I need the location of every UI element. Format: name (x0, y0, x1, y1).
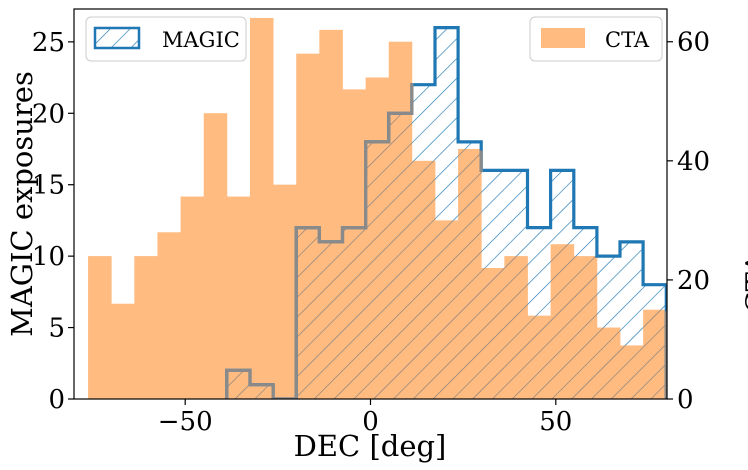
legend-cta-label: CTA (605, 28, 650, 52)
left-axis-ticks: 0 5 10 15 20 25 (32, 28, 74, 415)
legend-magic-label: MAGIC (162, 28, 240, 52)
cta-bar (180, 196, 205, 399)
x-tick-label: 0 (362, 407, 379, 437)
magic-bar-hatch (434, 220, 459, 399)
legend-cta-swatch (541, 28, 585, 48)
x-axis-label: DEC [deg] (294, 429, 447, 463)
magic-bar-hatch (458, 141, 482, 149)
magic-bar-hatch (643, 284, 667, 310)
magic-bar-hatch (527, 315, 551, 399)
x-tick-label: 50 (539, 407, 572, 437)
right-axis-ticks: 0 20 40 60 (667, 28, 710, 415)
magic-bar-hatch (481, 268, 505, 399)
right-y-tick-label: 0 (677, 385, 694, 415)
magic-bar-hatch (550, 244, 574, 399)
magic-bar-hatch (458, 148, 482, 399)
magic-bar-hatch (527, 227, 551, 316)
cta-bar (88, 256, 112, 399)
magic-bar-hatch (573, 227, 597, 257)
cta-bar (157, 232, 181, 399)
right-y-tick-label: 20 (677, 266, 710, 296)
left-y-axis-label: MAGIC exposures (5, 71, 39, 337)
magic-bar-hatch (411, 84, 435, 161)
magic-bar-hatch (226, 370, 250, 399)
magic-bar-hatch (388, 113, 412, 399)
magic-bar-hatch (573, 256, 597, 399)
left-y-tick-label: 15 (32, 171, 65, 201)
left-y-tick-label: 0 (48, 385, 65, 415)
magic-bar-hatch (643, 309, 667, 399)
magic-bar-hatch (365, 141, 389, 399)
magic-bar-hatch (550, 170, 574, 245)
magic-bar-hatch (434, 27, 459, 221)
left-y-tick-label: 10 (32, 242, 65, 272)
left-y-tick-label: 25 (32, 28, 65, 58)
magic-bar-hatch (319, 241, 343, 399)
cta-bar (134, 256, 158, 399)
legend-magic-swatch (93, 26, 141, 50)
right-y-tick-label: 60 (677, 28, 710, 58)
legend-magic: MAGIC (85, 16, 247, 62)
right-y-axis-label: CTA exposures (740, 94, 748, 313)
cta-bar (203, 113, 228, 399)
left-y-tick-label: 20 (32, 99, 65, 129)
magic-bar-hatch (481, 170, 505, 269)
magic-histogram-outline (225, 26, 667, 399)
cta-bar (273, 184, 297, 399)
legend-cta: CTA (529, 16, 663, 62)
cta-bar (226, 196, 251, 399)
magic-bar-hatch (504, 256, 528, 399)
magic-bar-hatch (296, 227, 320, 399)
left-y-tick-label: 5 (48, 314, 65, 344)
magic-bar-hatch (620, 345, 644, 399)
magic-bar-hatch (249, 384, 274, 399)
x-tick-label: −50 (158, 407, 213, 437)
cta-bar (111, 303, 135, 399)
magic-bar-hatch (596, 256, 621, 328)
magic-bar-hatch (504, 170, 528, 257)
magic-bar-hatch (411, 160, 435, 399)
cta-bar (249, 17, 274, 399)
x-axis-ticks: −50 0 50 (158, 399, 572, 437)
magic-bar-hatch (596, 327, 621, 399)
right-y-tick-label: 40 (677, 147, 710, 177)
magic-bar-hatch (620, 241, 644, 346)
magic-bar-hatch (342, 227, 366, 399)
magic-histogram-fill (226, 27, 667, 399)
